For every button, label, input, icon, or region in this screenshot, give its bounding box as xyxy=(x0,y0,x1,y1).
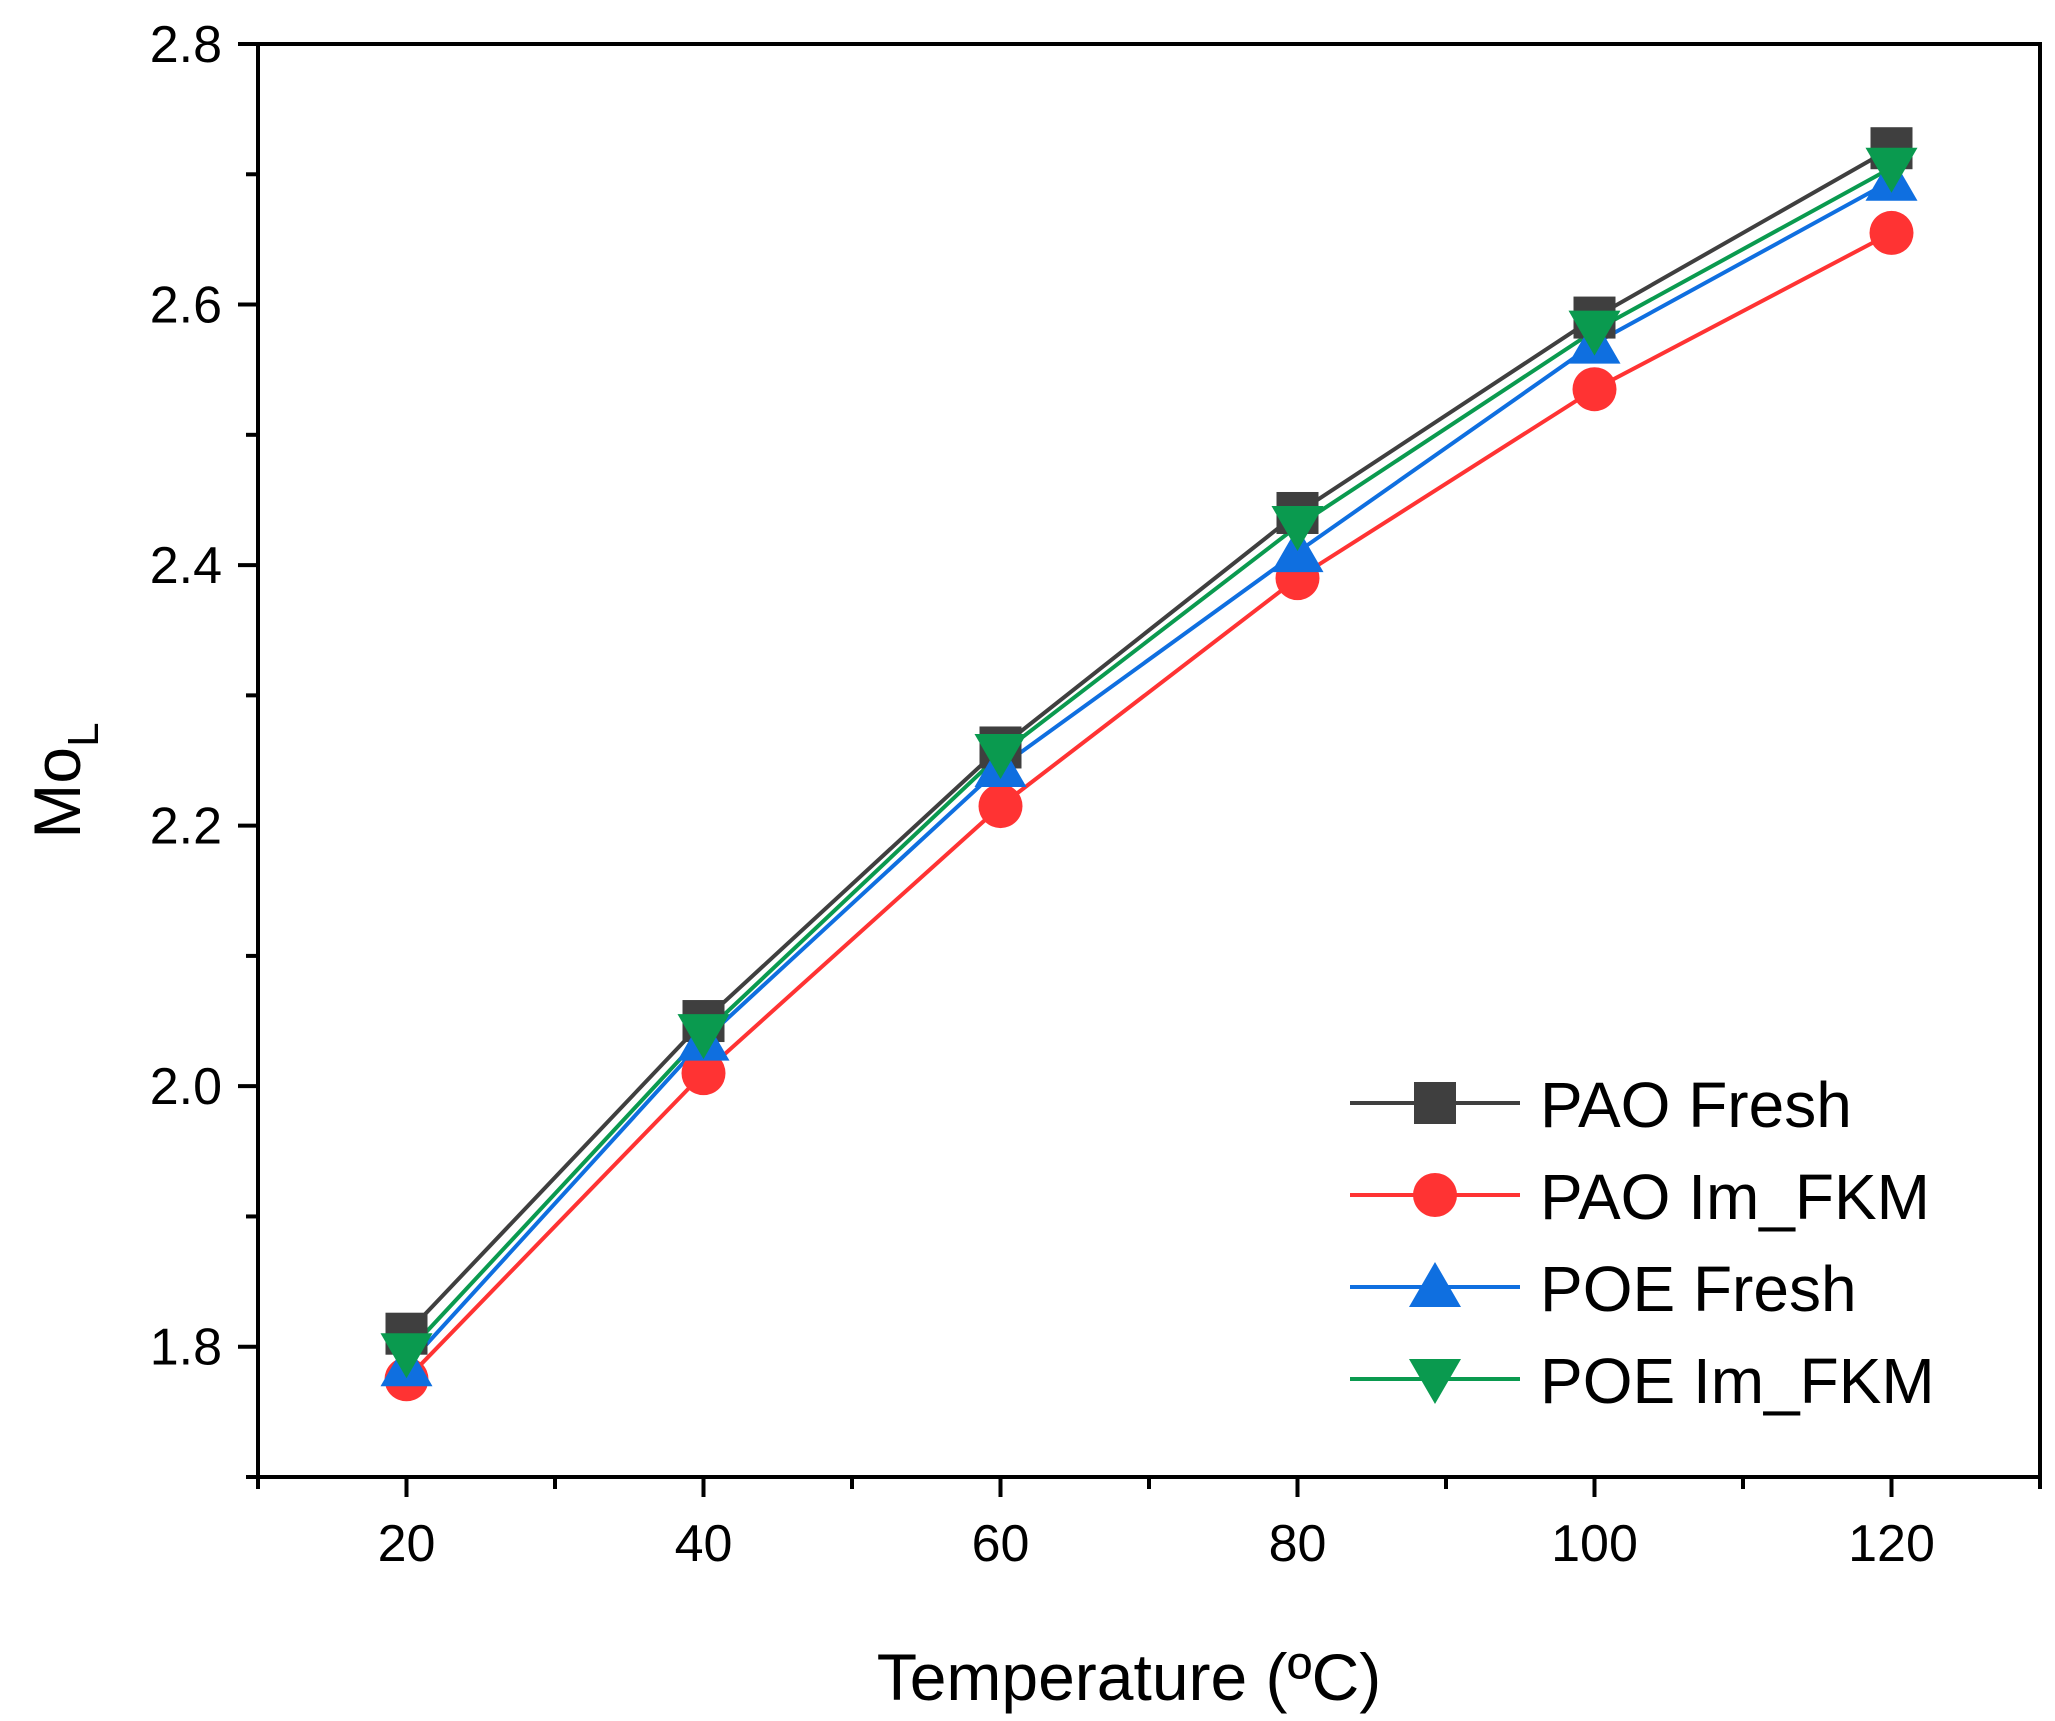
y-axis-title-main: Mo xyxy=(20,747,94,839)
data-point-series-2 xyxy=(1869,210,1914,255)
series-line-3 xyxy=(405,179,1893,1368)
data-point-series-4 xyxy=(1271,506,1324,552)
x-axis-title: Temperature (ºC) xyxy=(877,1640,1382,1714)
y-axis-title-subscript: L xyxy=(59,722,108,746)
data-point-series-2 xyxy=(681,1051,726,1096)
x-tick-label: 20 xyxy=(378,1515,436,1573)
legend-label-1: PAO Fresh xyxy=(1540,1069,1852,1141)
y-axis-title: MoL xyxy=(20,722,108,838)
x-tick-label: 40 xyxy=(675,1515,733,1573)
data-point-series-4 xyxy=(974,733,1027,779)
legend: PAO Fresh PAO Im_FKM POE Fresh POE Im_FKM xyxy=(1350,1069,1935,1417)
series-lines xyxy=(405,146,1893,1381)
legend-marker-4 xyxy=(1409,1359,1461,1404)
legend-label-4: POE Im_FKM xyxy=(1540,1345,1935,1417)
x-tick-label: 60 xyxy=(972,1515,1030,1573)
legend-label-3: POE Fresh xyxy=(1540,1253,1857,1325)
data-point-series-4 xyxy=(380,1333,433,1379)
data-point-series-4 xyxy=(1568,310,1621,356)
data-point-series-2 xyxy=(1572,367,1617,412)
series-line-4 xyxy=(405,166,1893,1355)
y-tick-label: 2.0 xyxy=(150,1058,222,1116)
x-tick-label: 120 xyxy=(1848,1515,1935,1573)
y-tick-label: 2.2 xyxy=(150,798,222,856)
data-point-series-4 xyxy=(677,1014,730,1060)
legend-marker-3 xyxy=(1409,1262,1461,1307)
y-tick-label: 2.4 xyxy=(150,537,222,595)
series-line-1 xyxy=(405,146,1893,1336)
x-tick-label: 80 xyxy=(1269,1515,1327,1573)
legend-label-2: PAO Im_FKM xyxy=(1540,1161,1930,1233)
series-markers xyxy=(380,127,1918,1402)
series-line-2 xyxy=(405,231,1893,1381)
y-tick-label: 2.6 xyxy=(150,277,222,335)
data-point-series-4 xyxy=(1865,147,1918,193)
axes: 20 40 60 80 100 120 1.8 2.0 2.2 2.4 2.6 2.8 Temperat… xyxy=(20,16,2042,1714)
legend-marker-1 xyxy=(1414,1082,1456,1124)
y-tick-label: 2.8 xyxy=(150,16,222,74)
x-tick-label: 100 xyxy=(1551,1515,1638,1573)
data-point-series-2 xyxy=(978,784,1023,829)
legend-marker-2 xyxy=(1413,1173,1457,1217)
y-tick-label: 1.8 xyxy=(150,1319,222,1377)
